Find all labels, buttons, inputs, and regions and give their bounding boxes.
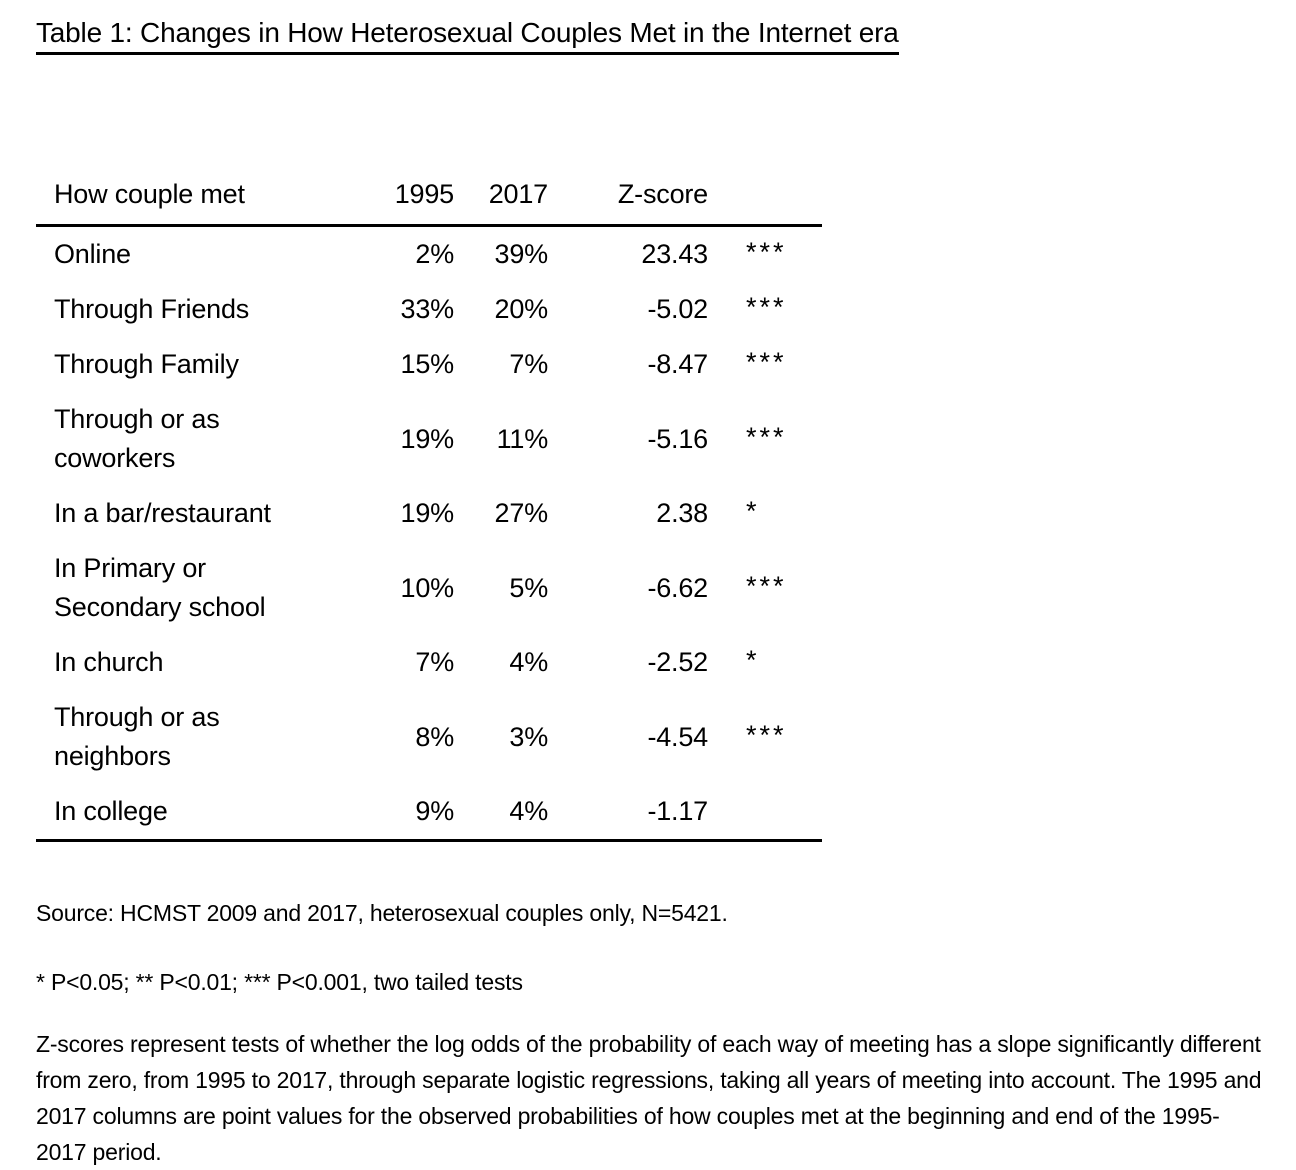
table-row: Through or as neighbors 8% 3% -4.54 *** bbox=[36, 690, 822, 784]
table-row: In church 7% 4% -2.52 * bbox=[36, 635, 822, 690]
table-header-row: How couple met 1995 2017 Z-score bbox=[36, 170, 822, 227]
pct-1995-cell: 8% bbox=[415, 721, 454, 752]
pct-1995-cell: 9% bbox=[318, 784, 454, 842]
z-score-cell: -4.54 bbox=[647, 721, 708, 752]
method-cell: Through or as neighbors bbox=[54, 702, 220, 771]
pct-2017-cell: 27% bbox=[494, 498, 549, 528]
significance-stars: *** bbox=[746, 719, 787, 750]
method-cell: In Primary or Secondary school bbox=[54, 553, 266, 622]
significance-stars: *** bbox=[746, 421, 787, 452]
significance-cell: *** bbox=[708, 690, 822, 784]
table-row: In Primary or Secondary school 10% 5% -6… bbox=[36, 541, 822, 635]
pct-2017-cell: 4% bbox=[454, 784, 548, 842]
source-note: Source: HCMST 2009 and 2017, heterosexua… bbox=[36, 900, 728, 926]
pct-1995-cell: 19% bbox=[400, 498, 455, 528]
method-cell: In a bar/restaurant bbox=[54, 498, 271, 528]
col-header-2017: 2017 bbox=[454, 170, 548, 227]
table-row: In a bar/restaurant 19% 27% 2.38 * bbox=[36, 486, 822, 541]
method-cell: In church bbox=[54, 647, 164, 677]
significance-cell: *** bbox=[708, 392, 822, 486]
pct-2017-cell: 39% bbox=[494, 239, 549, 269]
col-header-1995: 1995 bbox=[318, 170, 454, 227]
method-cell: In college bbox=[36, 784, 318, 842]
pct-2017-cell: 11% bbox=[496, 423, 549, 454]
table-row: Through or as coworkers 19% 11% -5.16 **… bbox=[36, 392, 822, 486]
significance-cell: * bbox=[708, 486, 822, 541]
table-row: In college 9% 4% -1.17 bbox=[36, 784, 822, 842]
pct-1995-cell: 2% bbox=[415, 239, 454, 269]
significance-stars: *** bbox=[746, 237, 787, 267]
significance-cell: *** bbox=[708, 337, 822, 392]
pct-1995-cell: 15% bbox=[400, 349, 455, 379]
significance-cell: *** bbox=[708, 541, 822, 635]
col-header-zscore: Z-score bbox=[548, 170, 708, 227]
page-title: Table 1: Changes in How Heterosexual Cou… bbox=[36, 16, 899, 55]
significance-stars: * bbox=[746, 645, 760, 675]
pct-2017-cell: 7% bbox=[509, 349, 548, 379]
pct-1995-cell: 10% bbox=[400, 572, 455, 603]
table-row: Through Friends 33% 20% -5.02 *** bbox=[36, 282, 822, 337]
significance-cell bbox=[708, 784, 822, 842]
method-cell: Online bbox=[54, 239, 131, 269]
method-cell: Through Family bbox=[54, 349, 239, 379]
table-row: Through Family 15% 7% -8.47 *** bbox=[36, 337, 822, 392]
significance-cell: *** bbox=[708, 226, 822, 283]
z-score-cell: -5.02 bbox=[647, 294, 708, 324]
pct-2017-cell: 4% bbox=[509, 647, 548, 677]
method-cell: Through or as coworkers bbox=[54, 404, 220, 473]
zscore-explanation: Z-scores represent tests of whether the … bbox=[36, 1031, 1262, 1165]
pct-2017-cell: 20% bbox=[494, 294, 549, 324]
significance-stars: *** bbox=[746, 570, 787, 601]
couples-met-table: How couple met 1995 2017 Z-score Online … bbox=[36, 170, 822, 842]
z-score-cell: -2.52 bbox=[647, 647, 708, 677]
significance-stars: *** bbox=[746, 347, 787, 377]
z-score-cell: 23.43 bbox=[641, 239, 708, 269]
method-cell: Through Friends bbox=[54, 294, 250, 324]
footnotes-section: Source: HCMST 2009 and 2017, heterosexua… bbox=[36, 898, 1266, 1170]
significance-key-note: * P<0.05; ** P<0.01; *** P<0.001, two ta… bbox=[36, 969, 523, 995]
z-score-cell: -1.17 bbox=[548, 784, 708, 842]
significance-stars: *** bbox=[746, 292, 787, 322]
pct-1995-cell: 19% bbox=[400, 423, 455, 454]
significance-cell: *** bbox=[708, 282, 822, 337]
z-score-cell: -8.47 bbox=[647, 349, 708, 379]
col-header-method: How couple met bbox=[36, 170, 318, 227]
pct-2017-cell: 3% bbox=[509, 721, 548, 752]
col-header-significance bbox=[708, 170, 822, 227]
significance-stars: * bbox=[746, 496, 760, 526]
z-score-cell: -6.62 bbox=[647, 572, 708, 603]
table-row: Online 2% 39% 23.43 *** bbox=[36, 226, 822, 283]
pct-1995-cell: 7% bbox=[415, 647, 454, 677]
significance-cell: * bbox=[708, 635, 822, 690]
z-score-cell: -5.16 bbox=[647, 423, 708, 454]
pct-1995-cell: 33% bbox=[400, 294, 455, 324]
pct-2017-cell: 5% bbox=[509, 572, 548, 603]
z-score-cell: 2.38 bbox=[656, 498, 708, 528]
table-1-container: How couple met 1995 2017 Z-score Online … bbox=[36, 170, 1266, 842]
